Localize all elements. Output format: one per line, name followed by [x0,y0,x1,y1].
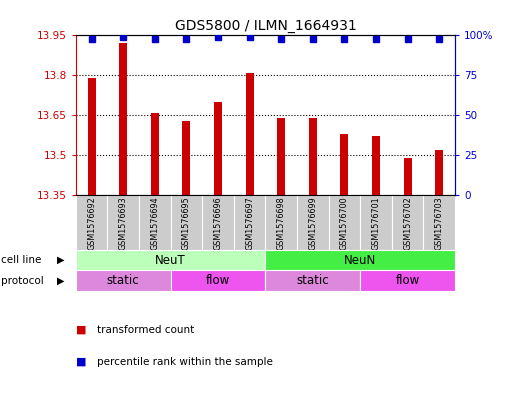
Bar [246,73,254,195]
Text: GSM1576701: GSM1576701 [371,196,381,250]
Text: GSM1576703: GSM1576703 [435,196,444,250]
Bar [424,195,455,250]
Text: static: static [107,274,140,287]
Text: NeuN: NeuN [344,253,377,266]
Bar [151,112,159,195]
Bar [170,270,266,291]
Bar [266,270,360,291]
Bar [328,195,360,250]
Bar [360,195,392,250]
Text: GSM1576692: GSM1576692 [87,196,96,250]
Bar [107,195,139,250]
Bar [183,121,190,195]
Text: protocol: protocol [1,275,43,286]
Bar [372,136,380,195]
Bar [340,134,348,195]
Text: GSM1576697: GSM1576697 [245,196,254,250]
Text: GSM1576695: GSM1576695 [182,196,191,250]
Text: GSM1576693: GSM1576693 [119,196,128,250]
Text: flow: flow [206,274,230,287]
Text: GSM1576700: GSM1576700 [340,196,349,250]
Bar [297,195,328,250]
Text: percentile rank within the sample: percentile rank within the sample [97,356,272,367]
Bar [435,150,443,195]
Bar [170,195,202,250]
Text: ▶: ▶ [56,275,64,286]
Text: ■: ■ [76,356,86,367]
Title: GDS5800 / ILMN_1664931: GDS5800 / ILMN_1664931 [175,19,356,33]
Bar [360,270,455,291]
Bar [76,195,107,250]
Text: GSM1576699: GSM1576699 [309,196,317,250]
Text: cell line: cell line [1,255,41,265]
Bar [404,158,412,195]
Bar [266,250,455,270]
Bar [266,195,297,250]
Bar [88,78,96,195]
Bar [309,118,317,195]
Text: static: static [297,274,329,287]
Bar [139,195,170,250]
Bar [392,195,424,250]
Bar [119,43,127,195]
Text: ▶: ▶ [56,255,64,265]
Bar [234,195,266,250]
Bar [202,195,234,250]
Text: transformed count: transformed count [97,325,194,335]
Bar [214,102,222,195]
Bar [76,270,170,291]
Text: GSM1576702: GSM1576702 [403,196,412,250]
Bar [277,118,285,195]
Text: NeuT: NeuT [155,253,186,266]
Text: ■: ■ [76,325,86,335]
Text: flow: flow [395,274,420,287]
Text: GSM1576698: GSM1576698 [277,196,286,250]
Text: GSM1576696: GSM1576696 [213,196,222,250]
Bar [76,250,266,270]
Text: GSM1576694: GSM1576694 [150,196,160,250]
